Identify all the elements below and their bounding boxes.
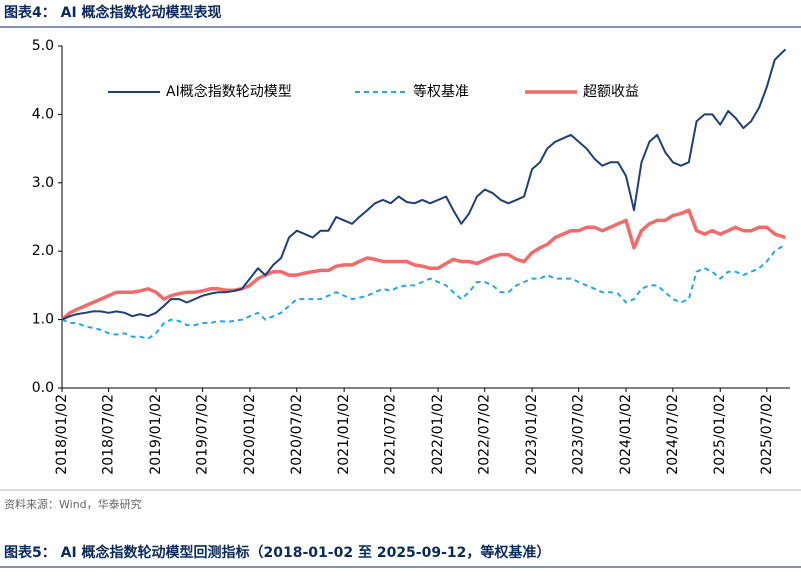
- x-tick-label: 2022/01/02: [430, 394, 446, 475]
- legend-label: AI概念指数轮动模型: [166, 83, 292, 100]
- x-tick-label: 2020/01/02: [242, 394, 258, 475]
- x-tick-label: 2025/01/02: [712, 394, 728, 475]
- y-tick-label: 1.0: [32, 312, 54, 328]
- x-tick-label: 2023/07/02: [571, 394, 587, 475]
- x-tick-label: 2024/07/02: [665, 394, 681, 475]
- x-tick-label: 2018/07/02: [101, 394, 117, 475]
- y-tick-label: 2.0: [32, 243, 54, 259]
- x-tick-label: 2019/07/02: [195, 394, 211, 475]
- y-tick-label: 4.0: [32, 106, 54, 122]
- next-title: 图表5： AI 概念指数轮动模型回测指标（2018-01-02 至 2025-0…: [4, 544, 550, 561]
- legend-label: 等权基准: [413, 83, 469, 100]
- series-line: [60, 208, 786, 321]
- x-tick-label: 2019/01/02: [148, 394, 164, 475]
- x-tick-label: 2021/07/02: [383, 394, 399, 475]
- legend-label: 超额收益: [583, 84, 639, 100]
- y-tick-label: 3.0: [32, 175, 54, 191]
- x-tick-label: 2022/07/02: [477, 394, 493, 475]
- source-note: 资料来源：Wind，华泰研究: [4, 497, 142, 511]
- x-tick-label: 2023/01/02: [524, 394, 540, 475]
- x-tick-label: 2024/01/02: [618, 394, 634, 475]
- series-line: [61, 243, 786, 340]
- chart-title: 图表4： AI 概念指数轮动模型表现: [4, 4, 222, 21]
- x-tick-label: 2025/07/02: [759, 394, 775, 475]
- x-tick-label: 2018/01/02: [54, 394, 70, 475]
- series-line: [61, 48, 787, 321]
- y-tick-label: 0.0: [32, 380, 54, 396]
- x-tick-label: 2021/01/02: [336, 394, 352, 475]
- y-tick-label: 5.0: [32, 38, 54, 54]
- x-tick-label: 2020/07/02: [289, 394, 305, 475]
